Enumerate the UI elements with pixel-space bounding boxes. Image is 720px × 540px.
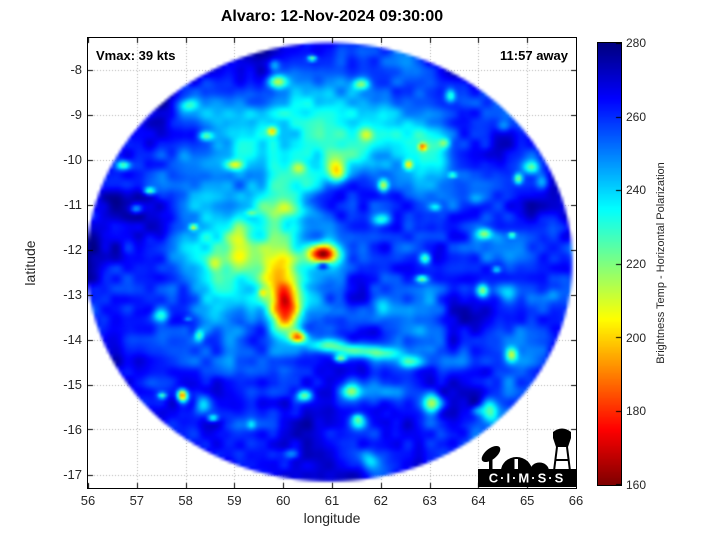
x-tick-label: 57	[129, 493, 145, 508]
y-axis-label: latitude	[22, 240, 38, 286]
y-tick-label: -10	[63, 151, 82, 167]
x-tick-label: 65	[519, 493, 535, 508]
dish-mast	[489, 457, 493, 471]
colorbar-tick-label: 240	[626, 183, 647, 198]
y-tick-label: -15	[63, 376, 82, 392]
vmax-annotation: Vmax: 39 kts	[96, 48, 176, 63]
dome-slit	[514, 459, 518, 469]
logo-banner	[478, 469, 576, 487]
colorbar-label: Brightness Temp - Horizontal Polarizatio…	[655, 162, 667, 364]
time-away-annotation: 11:57 away	[500, 48, 568, 63]
x-tick-label: 56	[80, 493, 96, 508]
x-tick-label: 59	[227, 493, 242, 508]
figure-title: Alvaro: 12-Nov-2024 09:30:00	[220, 8, 444, 25]
x-tick-label: 60	[275, 493, 291, 508]
colorbar-tick-label: 160	[626, 478, 647, 492]
water-tower-icon	[553, 428, 571, 447]
y-tick-label: -17	[63, 466, 82, 482]
y-tick-label: -11	[64, 196, 82, 212]
y-tick-label: -8	[70, 61, 82, 77]
x-tick-label: 62	[373, 493, 389, 508]
colorbar-tick-label: 280	[626, 36, 647, 50]
y-tick-label: -12	[63, 241, 82, 257]
y-tick-label: -13	[63, 286, 82, 302]
colorbar-tick-label: 200	[626, 330, 647, 345]
colorbar-tick-label: 260	[626, 109, 647, 124]
y-tick-label: -16	[63, 421, 82, 437]
small-dome-icon	[530, 462, 549, 471]
plot-frame	[87, 37, 577, 489]
x-tick-label: 58	[178, 493, 193, 508]
y-tick-label: -9	[70, 106, 82, 122]
satellite-brightness-temp-image	[88, 38, 576, 488]
water-tower-legs	[553, 446, 571, 472]
colorbar-gradient	[598, 43, 621, 485]
satellite-dish-icon	[481, 445, 501, 463]
colorbar	[597, 42, 622, 486]
logo-text: C·I·M·S·S	[489, 471, 566, 486]
x-tick-label: 63	[422, 493, 437, 508]
colorbar-tick-label: 220	[626, 257, 647, 271]
x-axis-label: longitude	[303, 510, 361, 526]
x-tick-label: 64	[471, 493, 486, 508]
y-tick-label: -14	[63, 331, 82, 347]
x-tick-label: 61	[324, 493, 340, 508]
colorbar-tick-label: 180	[626, 404, 647, 419]
x-tick-label: 66	[568, 493, 584, 508]
cimss-logo: C·I·M·S·S	[478, 428, 576, 487]
